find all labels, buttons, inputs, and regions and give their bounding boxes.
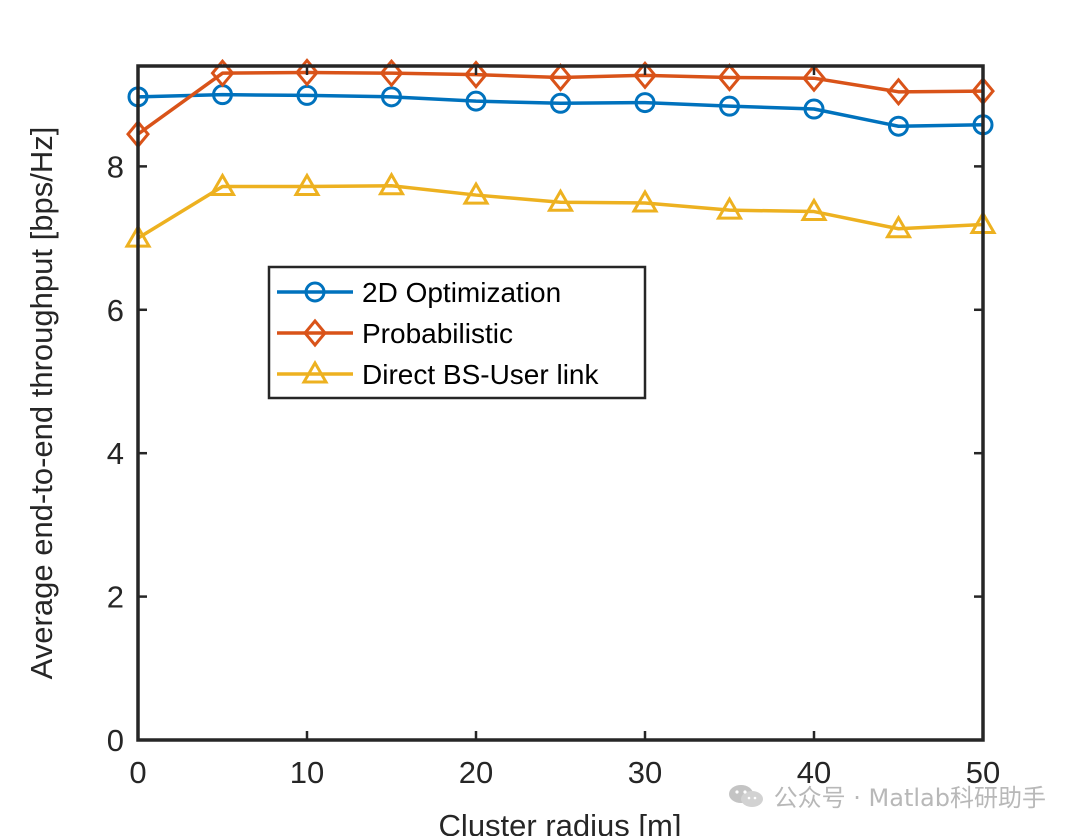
data-point (464, 60, 488, 89)
x-axis-label: Cluster radius [m] (439, 808, 682, 836)
data-point (548, 63, 573, 92)
data-point (717, 63, 742, 92)
data-point (550, 92, 571, 114)
series-line (137, 92, 984, 128)
data-point (803, 98, 825, 120)
data-point (634, 92, 656, 114)
y-tick-label: 2 (107, 580, 124, 615)
series-line (137, 183, 984, 240)
legend: 2D Optimization Probabilistic Direct BS-Us… (267, 265, 647, 400)
y-axis-label: Average end-to-end throughput [bps/Hz] (24, 127, 59, 680)
legend-entry: Probabilistic (277, 318, 513, 349)
watermark-text: 公众号 · Matlab科研助手 (773, 784, 1046, 812)
x-tick-label: 10 (290, 755, 324, 790)
series-line (136, 70, 984, 136)
wechat-icon (728, 784, 763, 807)
data-point (379, 58, 404, 88)
data-point (381, 86, 402, 108)
legend-entry: Direct BS-User link (277, 359, 599, 390)
y-tick-label: 0 (107, 723, 124, 758)
axes-box (136, 64, 985, 742)
legend-marker (303, 318, 327, 348)
legend-entry: 2D Optimization (277, 277, 561, 308)
data-point (633, 60, 657, 90)
y-tick-label: 4 (107, 436, 124, 471)
data-point (465, 90, 487, 112)
x-tick-label: 40 (797, 755, 831, 790)
data-point (884, 214, 913, 239)
data-point (295, 58, 319, 87)
x-tick-label: 0 (129, 755, 146, 790)
y-tick-label: 8 (107, 149, 124, 184)
x-tick-label: 50 (966, 755, 1000, 790)
x-tick-label: 30 (628, 755, 662, 790)
x-tick-label: 20 (459, 755, 493, 790)
data-point (631, 188, 659, 213)
legend-label: 2D Optimization (362, 277, 561, 308)
data-point (719, 95, 740, 117)
data-point (715, 196, 744, 220)
legend-label: Direct BS-User link (362, 359, 599, 390)
data-point (462, 181, 490, 205)
legend-label: Probabilistic (362, 318, 513, 349)
data-point (800, 197, 828, 222)
watermark: 公众号 · Matlab科研助手 (726, 778, 1046, 813)
data-point (886, 77, 911, 107)
data-point (293, 172, 321, 196)
data-point (546, 188, 575, 212)
series-direct-bs-user-link (124, 171, 997, 248)
data-point (377, 171, 406, 196)
legend-items: 2D Optimization Probabilistic Direct BS-Us… (277, 277, 599, 390)
axis-ticks: 0 10 20 30 40 50 0 2 4 6 8 (107, 66, 1000, 790)
data-point (888, 115, 909, 137)
y-tick-label: 6 (107, 293, 124, 328)
data-point (210, 58, 235, 88)
data-point (208, 172, 237, 196)
data-point (802, 63, 826, 93)
legend-marker (304, 281, 326, 303)
legend-marker (301, 360, 329, 384)
